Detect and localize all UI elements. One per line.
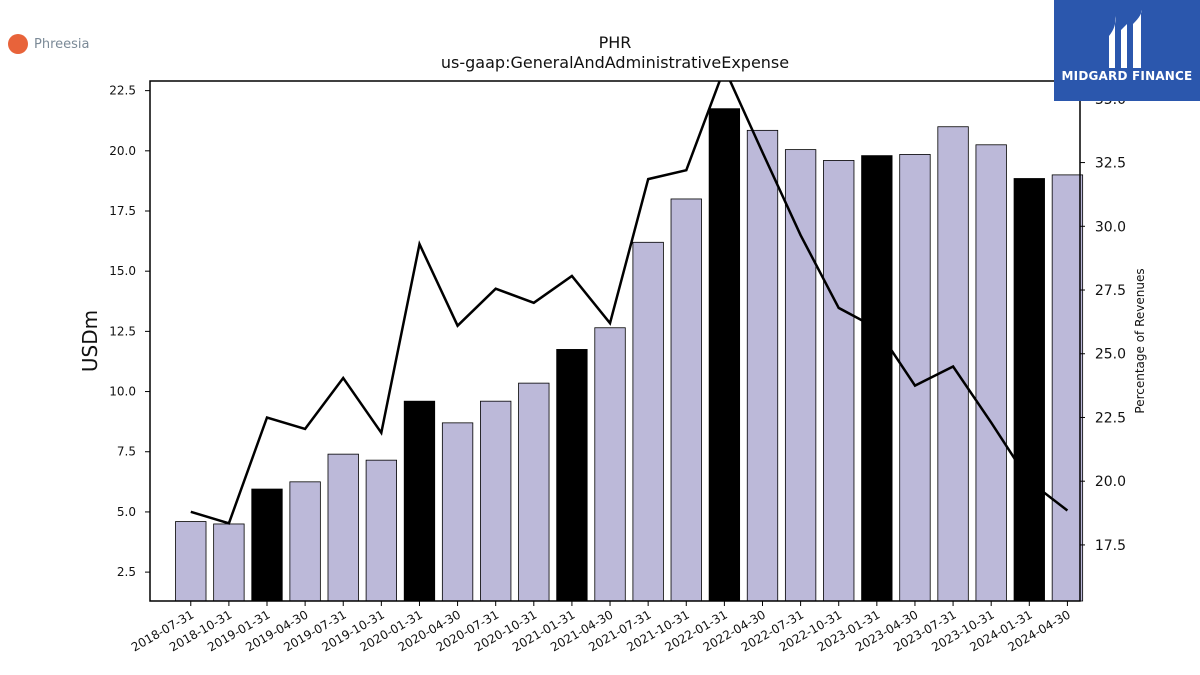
bar (708, 108, 741, 602)
bar (175, 521, 207, 602)
x-axis: 2018-07-312018-10-312019-01-312019-04-30… (129, 601, 1073, 654)
y2-tick-label: 27.5 (1095, 283, 1126, 299)
bar (441, 422, 474, 602)
company-name: Phreesia (34, 36, 90, 52)
bar (327, 453, 359, 602)
y2-axis-label: Percentage of Revenues (1133, 268, 1147, 413)
y2-tick-label: 32.5 (1095, 156, 1126, 172)
midgard-finance-logo: MIDGARD FINANCE (1054, 0, 1200, 101)
bar (403, 400, 436, 602)
y2-tick-label: 30.0 (1095, 219, 1126, 235)
bar (937, 126, 969, 602)
y2-tick-label: 25.0 (1095, 347, 1126, 363)
y-tick-label: 12.5 (109, 324, 136, 338)
bar (518, 382, 550, 602)
bar (480, 400, 512, 602)
bar (899, 154, 931, 602)
y-tick-label: 17.5 (109, 204, 136, 218)
y2-tick-label: 22.5 (1095, 410, 1126, 426)
y-tick-label: 2.5 (117, 565, 136, 579)
phreesia-logo: Phreesia (8, 34, 90, 54)
phreesia-logo-icon (8, 34, 28, 54)
bar (632, 241, 664, 602)
y2-tick-label: 20.0 (1095, 474, 1126, 490)
bar-series (175, 108, 1084, 602)
bar (1051, 174, 1084, 602)
chart-subtitle: us-gaap:GeneralAndAdministrativeExpense (441, 53, 789, 72)
bar (556, 349, 588, 602)
bar (784, 149, 817, 602)
y-tick-label: 10.0 (109, 385, 136, 399)
bar (975, 144, 1007, 602)
bar (365, 459, 397, 602)
y-axis-left: 2.5 5.0 7.5 10.0 12.5 15.0 17.5 20.0 22.5 (109, 84, 150, 579)
bar (594, 327, 626, 602)
y-tick-label: 22.5 (109, 84, 136, 98)
bar (251, 488, 283, 602)
bar (289, 481, 321, 602)
line-series (190, 81, 1069, 525)
bar (1013, 178, 1045, 602)
chart-title: PHR (599, 33, 632, 52)
line-path (190, 81, 1069, 525)
bar (861, 155, 893, 602)
watermark-text: MIDGARD FINANCE (1061, 69, 1193, 83)
y-tick-label: 7.5 (117, 445, 136, 459)
y-tick-label: 5.0 (117, 505, 136, 519)
midgard-logo-icon (1109, 10, 1142, 68)
y-tick-label: 20.0 (109, 144, 136, 158)
y-tick-label: 15.0 (109, 264, 136, 278)
bar (746, 129, 779, 602)
y-axis-right: 17.520.022.525.027.530.032.535.0 (1080, 92, 1126, 554)
bar (823, 160, 855, 602)
y2-tick-label: 17.5 (1095, 538, 1126, 554)
plot-frame (149, 80, 1081, 602)
bar (213, 523, 245, 602)
y-axis-label: USDm (78, 310, 102, 372)
bar (670, 198, 702, 602)
